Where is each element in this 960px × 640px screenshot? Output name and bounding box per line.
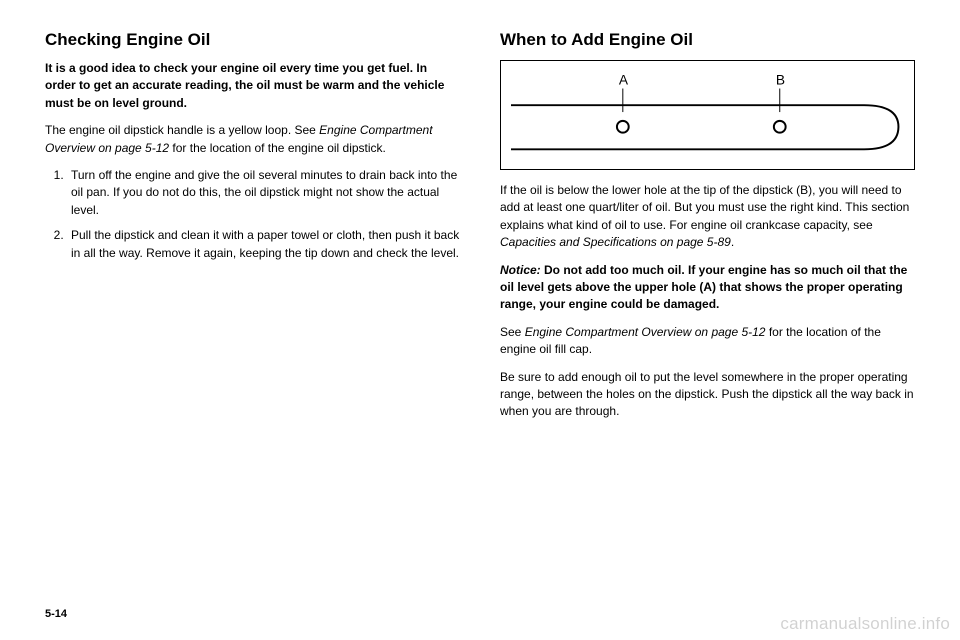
left-column: Checking Engine Oil It is a good idea to… [45, 30, 460, 431]
para-notice: Notice: Do not add too much oil. If your… [500, 262, 915, 314]
hole-b [774, 121, 786, 133]
page-ref: Capacities and Specifications on page 5-… [500, 235, 731, 249]
diagram-label-a: A [619, 73, 629, 88]
para-add-enough: Be sure to add enough oil to put the lev… [500, 369, 915, 421]
hole-a [617, 121, 629, 133]
text-run: If the oil is below the lower hole at th… [500, 183, 909, 232]
watermark: carmanualsonline.info [780, 614, 950, 634]
para-fill-cap: See Engine Compartment Overview on page … [500, 324, 915, 359]
text-run: for the location of the engine oil dipst… [169, 141, 386, 155]
notice-label: Notice: [500, 263, 541, 277]
diagram-label-b: B [776, 73, 785, 88]
text-run: . [731, 235, 734, 249]
text-run: The engine oil dipstick handle is a yell… [45, 123, 319, 137]
heading-add-oil: When to Add Engine Oil [500, 30, 915, 50]
page-ref: Engine Compartment Overview on page 5-12 [525, 325, 766, 339]
steps-list: Turn off the engine and give the oil sev… [45, 167, 460, 262]
para-intro: It is a good idea to check your engine o… [45, 60, 460, 112]
text-run: See [500, 325, 525, 339]
heading-checking: Checking Engine Oil [45, 30, 460, 50]
dipstick-svg: A B [511, 70, 903, 160]
step-item: Pull the dipstick and clean it with a pa… [67, 227, 460, 262]
step-item: Turn off the engine and give the oil sev… [67, 167, 460, 219]
page-number: 5-14 [45, 608, 67, 620]
right-column: When to Add Engine Oil A B If the oil is… [500, 30, 915, 431]
para-dipstick: The engine oil dipstick handle is a yell… [45, 122, 460, 157]
notice-text: Do not add too much oil. If your engine … [500, 263, 907, 312]
para-below-hole: If the oil is below the lower hole at th… [500, 182, 915, 252]
dipstick-diagram: A B [500, 60, 915, 170]
dipstick-outline [511, 105, 898, 149]
